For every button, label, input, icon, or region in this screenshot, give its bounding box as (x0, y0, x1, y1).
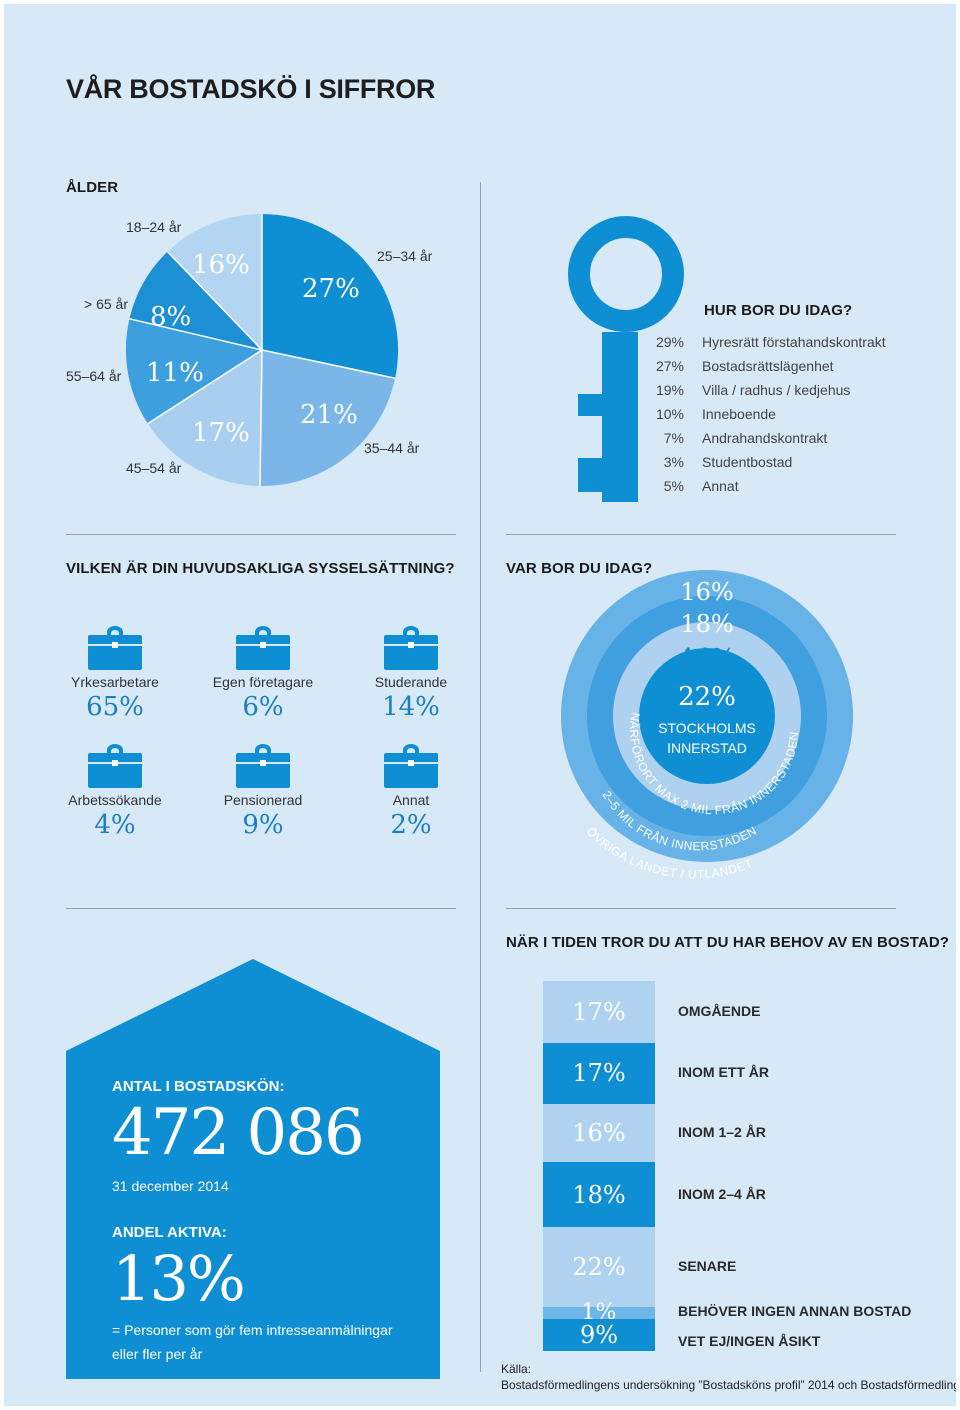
briefcase-icon (384, 626, 438, 670)
need-label: BEHÖVER INGEN ANNAN BOSTAD (678, 1302, 912, 1319)
key-icon (568, 216, 684, 502)
queue-count-heading: ANTAL I BOSTADSKÖN: (112, 1078, 285, 1095)
need-bar: 9% (543, 1318, 655, 1352)
vertical-divider (480, 182, 481, 1372)
location-heading: VAR BOR DU IDAG? (506, 560, 653, 577)
queue-date: 31 december 2014 (112, 1178, 229, 1194)
occupation-label: Studerande (374, 674, 448, 690)
pie-label-18-24: 18–24 år (126, 219, 182, 235)
pie-pct-35-44: 21% (300, 400, 358, 430)
list-item: 3% Studentbostad (663, 454, 793, 470)
pie-label-45-54: 45–54 år (126, 460, 182, 476)
pie-label-25-34: 25–34 år (377, 248, 433, 264)
source-text: Bostadsförmedlingens undersökning ”Bosta… (501, 1378, 956, 1392)
need-bar-pct: 22% (572, 1252, 626, 1281)
need-bar: 17% (543, 981, 655, 1043)
ring-pct-center: 22% (678, 682, 736, 712)
pie-pct-65plus: 8% (150, 302, 192, 332)
source-label: Källa: (501, 1362, 532, 1376)
list-item: 19% Villa / radhus / kedjehus (655, 382, 851, 398)
occupation-heading: VILKEN ÄR DIN HUVUDSAKLIGA SYSSELSÄTTNIN… (66, 560, 455, 577)
need-bar-pct: 9% (579, 1321, 619, 1350)
list-item: 29% Hyresrätt förstahandskontrakt (655, 334, 886, 350)
pie-slice-65plus (129, 251, 262, 350)
pie-pct-55-64: 11% (146, 358, 204, 388)
need-heading: NÄR I TIDEN TROR DU ATT DU HAR BEHOV AV … (506, 934, 950, 951)
list-item: 5% Annat (663, 478, 739, 494)
ring-pct-near: 44% (678, 644, 736, 674)
age-heading: ÅLDER (66, 179, 119, 196)
occupation-label: Pensionerad (223, 792, 303, 808)
need-bar: 18% (543, 1162, 655, 1228)
location-rings: NÄRFÖRORT MAX 2 MIL FRÅN INNERSTADEN 2–5… (561, 570, 853, 881)
housing-list: 29% Hyresrätt förstahandskontrakt 27% Bost… (624, 334, 944, 502)
need-bar: 17% (543, 1042, 655, 1105)
need-bar-pct: 17% (572, 1059, 626, 1088)
occupation-pct: 2% (390, 810, 432, 840)
briefcase-icon (88, 744, 142, 788)
list-item: 10% Inneboende (655, 406, 776, 422)
briefcase-icon (236, 744, 290, 788)
need-bar-pct: 17% (572, 997, 626, 1026)
occupation-pct: 65% (86, 692, 144, 722)
occupation-pct: 9% (242, 810, 284, 840)
housing-heading: HUR BOR DU IDAG? (704, 302, 853, 319)
need-bar-pct: 1% (581, 1299, 617, 1325)
need-bar-pct: 16% (572, 1119, 626, 1148)
occupation-label: Annat (392, 792, 430, 808)
pie-slice-45-54 (147, 350, 262, 486)
page-title: VÅR BOSTADSKÖ I SIFFROR (66, 74, 436, 104)
need-bar: 22% (543, 1227, 655, 1307)
divider (66, 534, 456, 535)
pie-label-35-44: 35–44 år (364, 440, 420, 456)
need-bar: 1% (543, 1299, 655, 1325)
occupation-pct: 6% (242, 692, 284, 722)
need-label: INOM 2–4 ÅR (678, 1185, 766, 1202)
pie-pct-18-24: 16% (192, 250, 250, 280)
list-item: 7% Andrahandskontrakt (663, 430, 828, 446)
divider (506, 908, 896, 909)
ring-pct-mid: 18% (680, 610, 734, 638)
ring-label-center-2: INNERSTAD (667, 740, 747, 756)
occupation-label: Arbetssökande (68, 792, 162, 808)
ring-center (639, 648, 775, 784)
need-label: VET EJ/INGEN ÅSIKT (678, 1333, 821, 1350)
occupation-label: Yrkesarbetare (71, 674, 159, 690)
briefcase-icon (236, 626, 290, 670)
occupation-pct: 4% (94, 810, 136, 840)
briefcase-icon (384, 744, 438, 788)
occupation-pct: 14% (382, 692, 440, 722)
house-shape (66, 959, 440, 1379)
occupation-label: Egen företagare (212, 674, 314, 690)
divider (506, 534, 896, 535)
list-item: 27% Bostadsrättslägenhet (655, 358, 834, 374)
need-bar: 16% (543, 1104, 655, 1162)
age-pie-chart (125, 213, 399, 487)
need-label: INOM ETT ÅR (678, 1064, 769, 1081)
ring-label-center-1: STOCKHOLMS (658, 720, 756, 736)
active-heading: ANDEL AKTIVA: (112, 1224, 227, 1241)
pie-pct-45-54: 17% (192, 418, 250, 448)
pie-slice-35-44 (260, 350, 396, 487)
pie-label-55-64: 55–64 år (66, 368, 122, 384)
pie-slice-55-64 (125, 318, 263, 424)
need-label: OMGÅENDE (678, 1002, 761, 1019)
pie-slice-25-34 (262, 213, 399, 379)
ring-pct-outer: 16% (680, 578, 734, 606)
divider (66, 908, 456, 909)
pie-label-65plus: > 65 år (84, 296, 128, 312)
need-bar-pct: 18% (572, 1180, 626, 1209)
briefcase-icon (88, 626, 142, 670)
need-label: SENARE (678, 1257, 737, 1274)
active-pct: 13% (112, 1242, 246, 1315)
pie-pct-25-34: 27% (302, 274, 360, 304)
pie-slice-18-24 (167, 213, 262, 350)
infographic-page: VÅR BOSTADSKÖ I SIFFROR ÅLDER 27% 21% 17… (4, 4, 956, 1406)
active-note-2: eller fler per år (112, 1346, 203, 1362)
need-label: INOM 1–2 ÅR (678, 1124, 766, 1141)
active-note-1: = Personer som gör fem intresseanmälning… (112, 1322, 393, 1338)
queue-count: 472 086 (112, 1096, 365, 1170)
